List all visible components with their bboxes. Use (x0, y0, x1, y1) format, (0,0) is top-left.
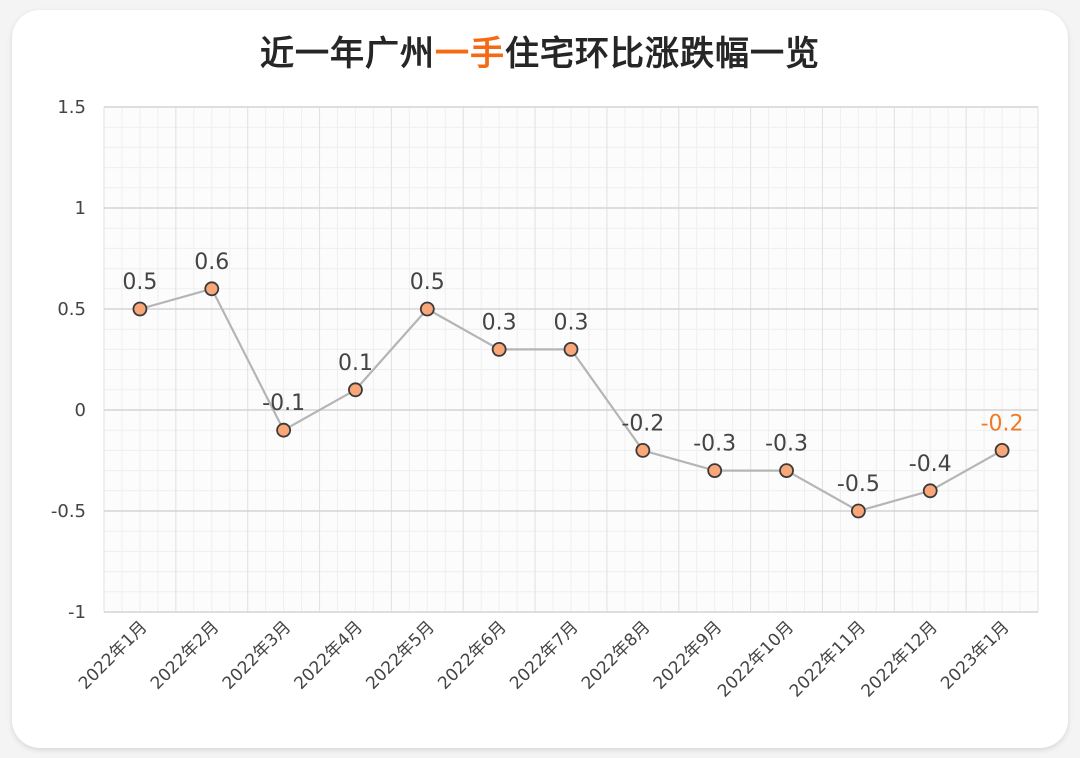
data-label: -0.3 (765, 432, 808, 457)
data-point (707, 463, 723, 479)
x-tick-label: 2022年12月 (858, 617, 942, 701)
data-point (348, 382, 363, 398)
data-point (132, 301, 148, 317)
y-tick-label: -0.5 (51, 501, 86, 522)
data-point (276, 422, 292, 438)
y-tick-label: 1 (75, 198, 86, 219)
data-point (850, 503, 866, 519)
data-point (419, 301, 435, 317)
title-highlight: 一手 (435, 34, 505, 74)
y-tick-label: 0.5 (57, 299, 86, 320)
x-tick-label: 2022年10月 (714, 617, 798, 701)
data-label: -0.2 (621, 411, 664, 436)
data-label: 0.6 (194, 250, 229, 275)
x-tick-label: 2022年6月 (434, 617, 510, 693)
data-point (994, 442, 1010, 458)
title-suffix: 住宅环比涨跌幅一览 (505, 34, 820, 74)
data-label: 0.1 (338, 351, 373, 376)
data-label: 0.5 (410, 270, 445, 295)
data-label: -0.2 (981, 411, 1024, 436)
x-tick-label: 2022年8月 (578, 617, 654, 693)
data-label: -0.4 (909, 452, 952, 477)
data-label: 0.5 (122, 270, 157, 295)
data-point (635, 442, 651, 458)
x-tick-label: 2022年9月 (650, 617, 726, 693)
x-tick-label: 2022年1月 (75, 617, 151, 693)
data-label: 0.3 (554, 310, 589, 335)
x-tick-label: 2022年4月 (291, 617, 367, 693)
chart-title: 近一年广州一手住宅环比涨跌幅一览 (0, 26, 1080, 75)
data-point (779, 463, 794, 479)
data-point (922, 483, 938, 499)
x-tick-label: 2023年1月 (937, 617, 1013, 693)
y-tick-label: -1 (68, 602, 86, 623)
data-point (204, 281, 220, 297)
data-label: -0.1 (262, 391, 305, 416)
title-prefix: 近一年广州 (260, 34, 435, 74)
data-label: -0.5 (837, 472, 880, 497)
data-label: -0.3 (693, 432, 736, 457)
x-tick-label: 2022年5月 (362, 617, 438, 693)
y-tick-label: 1.5 (57, 97, 86, 118)
x-tick-label: 2022年7月 (506, 617, 582, 693)
data-point (491, 341, 507, 357)
data-label: 0.3 (482, 310, 517, 335)
x-tick-label: 2022年3月 (219, 617, 295, 693)
data-point (563, 341, 579, 357)
x-tick-label: 2022年2月 (147, 617, 223, 693)
x-tick-label: 2022年11月 (786, 617, 870, 701)
y-tick-label: 0 (75, 400, 86, 421)
